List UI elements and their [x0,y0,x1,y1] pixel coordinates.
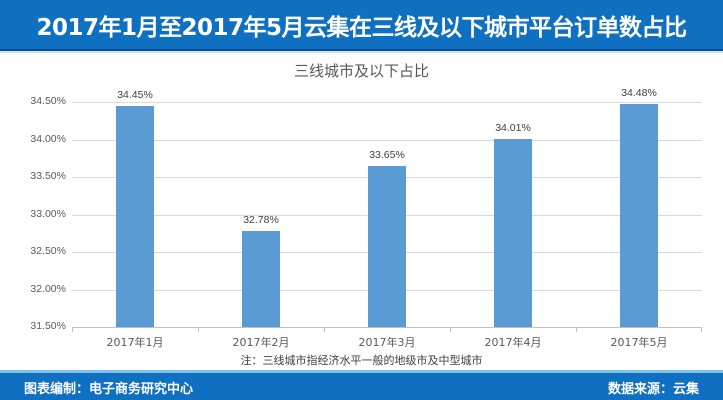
chart-footnote: 注：三线城市指经济水平一般的地级市及中型城市 [240,354,483,367]
bar-2017-02 [242,231,280,327]
x-tick-mark [701,327,702,332]
x-tick-label: 2017年3月 [358,336,416,349]
footer-divider [0,370,723,373]
gridline [72,102,702,103]
bar-2017-03 [368,165,406,327]
bar-value-label: 34.48% [621,86,657,99]
x-tick-mark [576,327,577,332]
y-tick-label: 32.00% [30,283,66,295]
x-tick-label: 2017年4月 [484,336,542,349]
bar-value-label: 32.78% [243,214,279,226]
y-tick-label: 33.50% [30,170,66,182]
chart-title: 三线城市及以下占比 [293,62,429,80]
header-banner: 2017年1月至2017年5月云集在三线及以下城市平台订单数占比 [0,0,723,51]
x-tick-mark [324,327,325,332]
header-divider [0,51,723,53]
x-tick-label: 2017年2月 [232,336,290,349]
y-tick-label: 31.50% [30,320,66,332]
header-title: 2017年1月至2017年5月云集在三线及以下城市平台订单数占比 [36,14,687,41]
bar-value-label: 34.45% [117,88,153,101]
y-tick-label: 32.50% [30,245,66,257]
bar-2017-01 [116,105,154,327]
gridline [72,139,702,141]
x-tick-mark [198,327,199,332]
bar-value-label: 34.01% [495,121,531,134]
footer-banner: 图表编制：电子商务研究中心 数据来源：云集 [0,373,723,400]
chart-credit: 图表编制：电子商务研究中心 [24,382,194,397]
bar-2017-05 [620,103,658,327]
x-axis-line [72,327,702,328]
x-tick-label: 2017年5月 [610,336,668,349]
x-tick-mark [72,327,73,332]
y-tick-label: 33.00% [30,208,66,220]
y-tick-label: 34.00% [30,133,66,145]
x-tick-mark [450,327,451,332]
x-tick-label: 2017年1月 [106,336,164,349]
bar-2017-04 [494,138,532,327]
plot-area: 34.45% 32.78% 33.65% 34.01% 34.48% 2017年… [72,87,702,349]
y-tick-label: 34.50% [30,95,66,107]
bar-value-label: 33.65% [369,148,405,161]
data-source: 数据来源：云集 [607,382,699,397]
